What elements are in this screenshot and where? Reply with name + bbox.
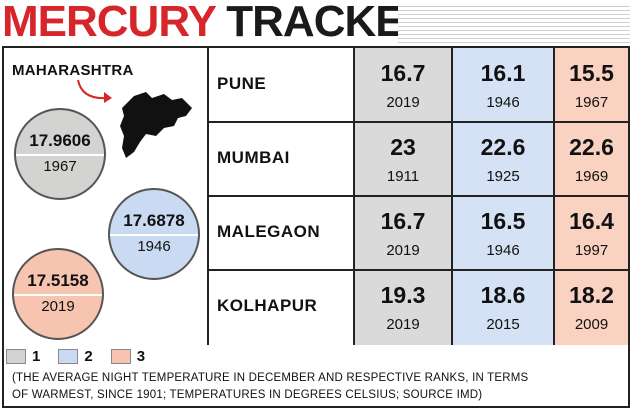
rank-3-year: 1997: [574, 242, 609, 259]
rank-1-temp: 19.3: [380, 282, 426, 308]
rank-1-temp: 16.7: [380, 60, 426, 86]
rank-3-temp: 18.2: [569, 282, 614, 308]
legend-label: 2: [84, 347, 93, 365]
footnote-line-2: OF WARMEST, SINCE 1901; TEMPERATURES IN …: [12, 389, 483, 401]
rank-2-temp: 16.1: [480, 60, 526, 86]
rank-2-value: 17.6878: [123, 211, 185, 230]
legend-swatch: [110, 348, 131, 364]
rank-3-year: 1967: [574, 94, 609, 111]
footnote-line-1: (THE AVERAGE NIGHT TEMPERATURE IN DECEMB…: [12, 372, 529, 384]
title-part-1: MERCURY: [2, 0, 216, 46]
state-label: MAHARASHTRA: [12, 62, 134, 79]
rank-1-year: 1911: [386, 168, 420, 185]
rank-legend: 1 2 3: [6, 345, 163, 367]
legend-item-rank-1: 1: [6, 348, 40, 365]
rank-3-temp: 22.6: [569, 134, 614, 160]
rank-1-bubble: 17.9606 1967: [14, 108, 106, 200]
legend-swatch: [6, 348, 26, 364]
rank-2-temp: 18.6: [480, 282, 526, 308]
rank-3-temp: 15.5: [569, 60, 614, 86]
rank-2-temp: 16.5: [480, 208, 526, 234]
rank-3-temp: 16.4: [569, 208, 614, 234]
infographic-frame: [2, 46, 630, 408]
state-panel: MAHARASHTRA 17.9606 1967 17.6878 1946 17…: [4, 48, 206, 345]
legend-label: 1: [32, 347, 41, 365]
rank-2-year: 1946: [486, 242, 520, 259]
rank-1-year: 1967: [43, 158, 77, 175]
rank-3-year: 2019: [41, 298, 75, 315]
rank-1-temp: 16.7: [380, 208, 426, 234]
rank-3-year: 1969: [574, 168, 609, 185]
rank-2-bubble: 17.6878 1946: [108, 188, 200, 280]
rank-1-temp: 23: [390, 134, 416, 160]
legend-swatch: [58, 348, 79, 364]
footnote: (THE AVERAGE NIGHT TEMPERATURE IN DECEMB…: [12, 370, 622, 404]
table-divider: [207, 269, 628, 271]
rank-3-year: 2009: [574, 316, 609, 333]
bubble-divider: [16, 154, 104, 156]
rank-2-temp: 22.6: [480, 134, 526, 160]
rank-3-value: 17.5158: [27, 271, 89, 290]
legend-label: 3: [136, 347, 146, 365]
legend-item-rank-2: 2: [58, 347, 93, 365]
rank-1-value: 17.9606: [29, 131, 91, 150]
maharashtra-map-icon: [120, 92, 192, 158]
rank-2-year: 1946: [137, 238, 171, 255]
city-name: MUMBAI: [217, 148, 290, 167]
table-divider: [207, 121, 628, 123]
city-temperature-table: PUNE 16.7 2019 16.1 1946 15.5 1967 MUMBA…: [207, 48, 628, 345]
city-name: PUNE: [217, 74, 267, 93]
page-title: MERCURY TRACKER: [2, 0, 435, 46]
rank-2-year: 1946: [486, 94, 520, 111]
rank-2-year: 2015: [486, 316, 520, 333]
city-name: MALEGAON: [217, 222, 321, 241]
pointer-arrow-icon: [77, 79, 112, 103]
rank-3-bubble: 17.5158 2019: [12, 248, 104, 340]
rank-1-year: 2019: [386, 242, 420, 259]
bubble-divider: [110, 234, 198, 236]
title-hatch-decoration: [398, 3, 630, 43]
rank-1-year: 2019: [386, 316, 420, 333]
legend-item-rank-3: 3: [110, 347, 146, 365]
rank-1-year: 2019: [386, 94, 420, 111]
bubble-divider: [14, 294, 102, 296]
rank-2-year: 1925: [486, 168, 520, 185]
table-divider: [207, 195, 628, 197]
city-name: KOLHAPUR: [217, 296, 318, 315]
